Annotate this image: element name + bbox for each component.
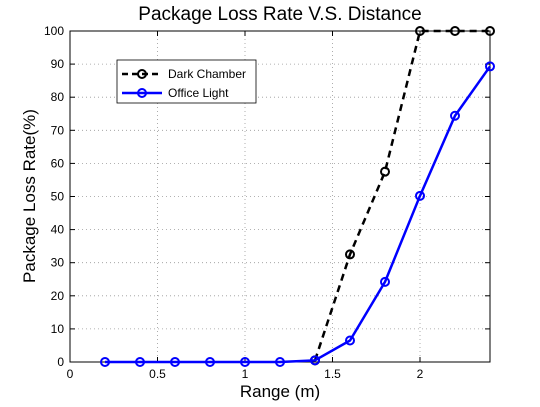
chart-title: Package Loss Rate V.S. Distance [138, 4, 421, 25]
data-point-office-light [240, 357, 250, 367]
legend: Dark Chamber Office Light [116, 59, 257, 104]
series-layer [100, 26, 495, 367]
x-axis-title: Range (m) [240, 382, 320, 401]
data-point-office-light [310, 355, 320, 366]
y-tick-label: 0 [57, 355, 64, 369]
data-point-office-light [170, 357, 180, 367]
y-tick-label: 20 [51, 289, 65, 303]
data-point-office-light [135, 357, 145, 367]
data-point-office-light [380, 276, 390, 287]
x-tick-label: 0.5 [149, 367, 166, 381]
data-point-dark-chamber [380, 166, 390, 177]
series-line-dark-chamber [313, 29, 490, 361]
legend-marker-office-light [137, 88, 147, 98]
y-tick-label: 60 [51, 156, 65, 170]
data-point-dark-chamber [415, 26, 425, 36]
y-tick-label: 80 [51, 90, 65, 104]
data-point-office-light [415, 190, 425, 201]
data-point-office-light [100, 357, 110, 367]
legend-marker-dark-chamber [137, 69, 147, 79]
y-axis-title: Package Loss Rate(%) [20, 109, 39, 283]
x-tick-label: 1.5 [324, 367, 341, 381]
y-tick-label: 30 [51, 256, 65, 270]
legend-label-dark-chamber: Dark Chamber [168, 67, 246, 81]
data-point-office-light [450, 110, 460, 121]
x-tick-label: 2 [417, 367, 424, 381]
y-tick-label: 90 [51, 57, 65, 71]
data-point-office-light [275, 357, 285, 367]
x-tick-label: 1 [242, 367, 249, 381]
y-tick-label: 40 [51, 223, 65, 237]
y-tick-label: 50 [51, 190, 65, 204]
y-tick-label: 10 [51, 322, 65, 336]
data-point-dark-chamber [485, 26, 495, 36]
x-tick-label: 0 [67, 367, 74, 381]
y-tick-label: 100 [44, 24, 64, 38]
data-point-dark-chamber [345, 249, 355, 260]
data-point-office-light [345, 335, 355, 346]
data-point-dark-chamber [450, 26, 460, 36]
legend-label-office-light: Office Light [168, 86, 229, 100]
y-tick-label: 70 [51, 123, 65, 137]
data-point-office-light [485, 61, 495, 72]
series-line-office-light [105, 65, 492, 364]
data-point-office-light [205, 357, 215, 367]
